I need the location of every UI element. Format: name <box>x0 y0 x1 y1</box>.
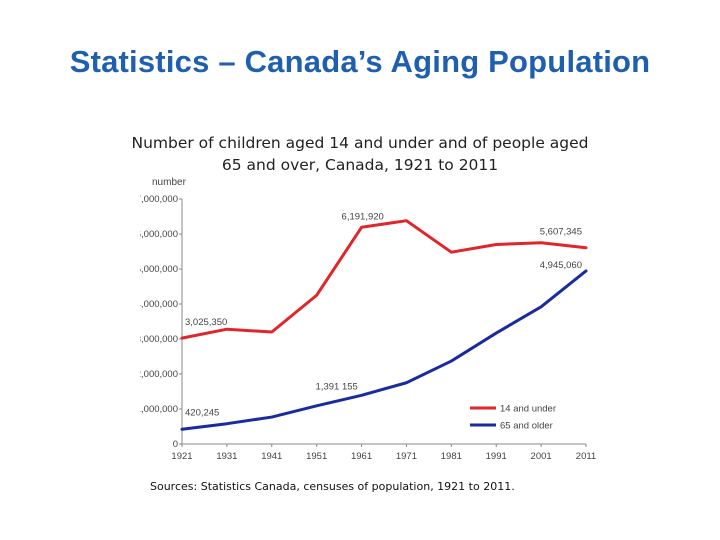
series-line-1 <box>180 269 588 431</box>
y-axis: 0 1,000,000 2,000,000 3,000,000 4,000,000 5,0… <box>140 194 183 450</box>
y-tick-label: 1,000,000 <box>140 404 178 415</box>
data-label: 6,191,920 <box>342 211 384 222</box>
x-tick-label: 1981 <box>441 451 462 462</box>
legend-label: 65 and older <box>500 421 553 432</box>
data-labels: 3,025,350 6,191,920 5,607,345 420,245 1,391 … <box>185 211 582 418</box>
chart-title: Number of children aged 14 and under and… <box>131 134 589 174</box>
line-chart: number 0 1,000,000 2,000,000 3,000,000 4,000… <box>140 177 596 462</box>
data-label: 420,245 <box>185 407 219 418</box>
data-label: 5,607,345 <box>540 227 582 238</box>
x-axis: 1921 1931 1941 1951 1961 1971 1981 1991 2001 2011 <box>171 443 596 462</box>
x-tick-label: 1961 <box>351 451 372 462</box>
y-tick-label: 5,000,000 <box>140 264 178 275</box>
y-axis-label: number <box>152 177 187 188</box>
legend: 14 and under 65 and older <box>470 404 556 432</box>
y-tick-label: 2,000,000 <box>140 369 178 380</box>
x-tick-label: 1921 <box>171 451 192 462</box>
series-lines <box>180 219 588 431</box>
x-tick-label: 1941 <box>261 451 282 462</box>
y-tick-label: 0 <box>173 439 178 450</box>
y-tick-label: 3,000,000 <box>140 334 178 345</box>
data-label: 3,025,350 <box>185 317 227 328</box>
x-tick-label: 2001 <box>531 451 552 462</box>
y-tick-label: 4,000,000 <box>140 299 178 310</box>
x-tick-label: 1971 <box>396 451 417 462</box>
slide-title: Statistics – Canada’s Aging Population <box>69 44 651 79</box>
source-note: Sources: Statistics Canada, censuses of … <box>150 480 515 493</box>
x-tick-label: 1951 <box>306 451 327 462</box>
data-label: 4,945,060 <box>540 260 582 271</box>
y-tick-label: 7,000,000 <box>140 194 178 205</box>
x-tick-label: 2011 <box>576 451 596 462</box>
data-label: 1,391 155 <box>316 381 358 392</box>
x-tick-label: 1931 <box>216 451 237 462</box>
y-tick-label: 6,000,000 <box>140 229 178 240</box>
x-tick-label: 1991 <box>486 451 507 462</box>
legend-label: 14 and under <box>500 404 556 415</box>
series-line-0 <box>180 219 588 340</box>
